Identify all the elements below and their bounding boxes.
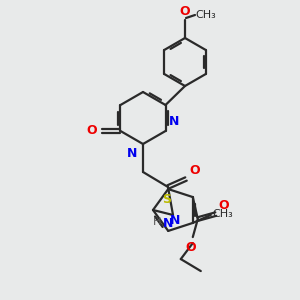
Text: N: N — [169, 115, 179, 128]
Text: CH₃: CH₃ — [195, 10, 216, 20]
Text: CH₃: CH₃ — [213, 209, 233, 219]
Text: N: N — [127, 147, 137, 160]
Text: O: O — [189, 164, 200, 177]
Text: O: O — [180, 5, 190, 18]
Text: O: O — [219, 199, 230, 212]
Text: N: N — [163, 217, 173, 230]
Text: S: S — [162, 193, 171, 206]
Text: N: N — [170, 214, 181, 227]
Text: O: O — [87, 124, 98, 137]
Text: H: H — [153, 217, 161, 227]
Text: O: O — [185, 241, 196, 254]
